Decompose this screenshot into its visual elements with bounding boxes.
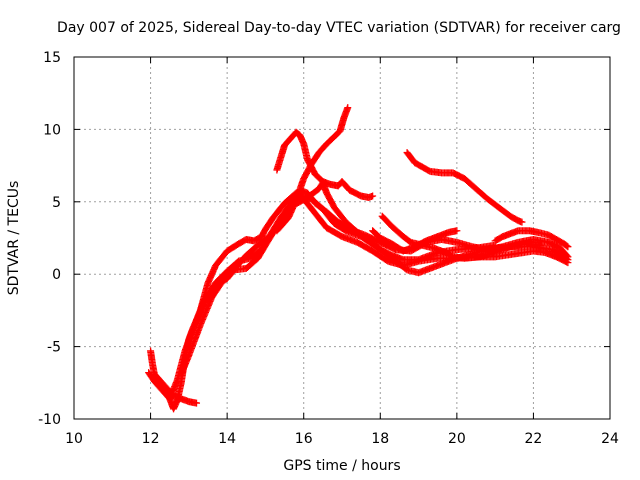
y-tick-label: -5 [47, 340, 61, 356]
x-tick-label: 14 [218, 431, 236, 447]
x-tick-label: 24 [601, 431, 619, 447]
y-tick-label: 15 [43, 50, 61, 66]
y-tick-label: 0 [52, 267, 61, 283]
series-track-9 [369, 227, 461, 255]
x-tick-labels: 10 12 14 16 18 20 22 24 [65, 431, 619, 447]
data-point [369, 192, 377, 200]
data-point [563, 242, 571, 250]
series-track-10 [378, 212, 545, 262]
x-axis-title: GPS time / hours [283, 458, 400, 474]
y-tick-labels: -10 -5 0 5 10 15 [38, 50, 61, 428]
x-tick-label: 10 [65, 431, 83, 447]
data-points [145, 104, 572, 413]
data-point [537, 241, 545, 249]
x-tick-label: 22 [525, 431, 543, 447]
series-track-6 [273, 128, 377, 201]
data-point [563, 252, 571, 260]
y-tick-label: 5 [52, 195, 61, 211]
x-tick-label: 16 [295, 431, 313, 447]
data-point [564, 243, 572, 251]
y-axis-title: SDTVAR / TECUs [6, 181, 22, 296]
x-tick-label: 20 [448, 431, 466, 447]
data-point [344, 104, 352, 112]
y-tick-label: -10 [38, 412, 61, 428]
series-track-8 [403, 149, 526, 226]
x-tick-label: 18 [371, 431, 389, 447]
y-tick-label: 10 [43, 122, 61, 138]
x-tick-label: 12 [142, 431, 160, 447]
series-track-11 [491, 227, 572, 251]
data-point [564, 253, 572, 261]
plot-frame [73, 56, 611, 420]
data-point [193, 399, 201, 407]
chart-title: Day 007 of 2025, Sidereal Day-to-day VTE… [57, 20, 621, 36]
axis-ticks [73, 56, 611, 420]
series-track-7 [273, 104, 352, 235]
data-point [518, 218, 526, 226]
data-point [453, 227, 461, 235]
